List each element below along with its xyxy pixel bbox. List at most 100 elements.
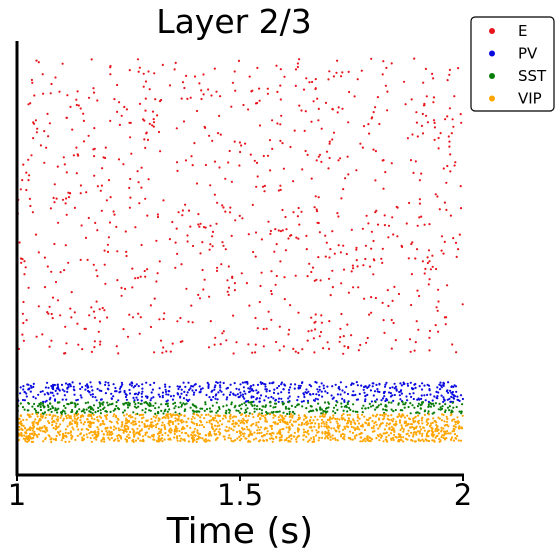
spike-point bbox=[161, 416, 164, 420]
spike-point bbox=[91, 393, 94, 396]
spike-point bbox=[93, 316, 96, 319]
spike-point bbox=[313, 399, 316, 402]
spike-point bbox=[435, 306, 438, 309]
spike-point bbox=[134, 403, 137, 406]
spike-point bbox=[408, 434, 411, 437]
spike-point bbox=[26, 428, 30, 431]
legend-label-e: E bbox=[518, 22, 527, 40]
spike-point bbox=[221, 417, 225, 420]
spike-point bbox=[92, 91, 96, 94]
spike-point bbox=[296, 215, 299, 218]
spike-point bbox=[23, 260, 26, 263]
spike-point bbox=[403, 416, 406, 419]
spike-point bbox=[376, 96, 379, 99]
spike-point bbox=[277, 189, 280, 192]
spike-point bbox=[461, 303, 464, 306]
spike-point bbox=[341, 437, 345, 440]
spike-point bbox=[127, 426, 130, 429]
spike-point bbox=[204, 401, 207, 404]
spike-point bbox=[131, 286, 134, 289]
spike-point bbox=[191, 164, 194, 167]
spike-point bbox=[65, 171, 68, 174]
spike-point bbox=[234, 415, 238, 418]
spike-point bbox=[354, 437, 357, 440]
spike-point bbox=[448, 73, 451, 76]
spike-point bbox=[264, 405, 267, 408]
spike-point bbox=[448, 145, 451, 148]
spike-point bbox=[246, 419, 249, 422]
spike-point bbox=[443, 420, 446, 423]
spike-point bbox=[337, 425, 340, 428]
spike-point bbox=[174, 266, 177, 269]
spike-point bbox=[270, 434, 273, 437]
spike-point bbox=[265, 438, 268, 442]
spike-point bbox=[360, 432, 363, 435]
spike-point bbox=[437, 391, 440, 394]
spike-point bbox=[207, 413, 210, 416]
spike-point bbox=[66, 386, 69, 390]
spike-point bbox=[323, 401, 327, 404]
spike-point bbox=[22, 339, 25, 342]
spike-point bbox=[387, 391, 391, 394]
spike-point bbox=[349, 438, 352, 441]
spike-point bbox=[211, 427, 215, 430]
spike-point bbox=[412, 433, 415, 436]
spike-point bbox=[406, 384, 410, 387]
spike-point bbox=[189, 406, 192, 409]
spike-point bbox=[187, 320, 190, 323]
spike-point bbox=[450, 438, 453, 441]
spike-point bbox=[219, 381, 222, 384]
spike-point bbox=[239, 150, 242, 154]
spike-point bbox=[79, 258, 82, 261]
spike-point bbox=[208, 295, 211, 298]
spike-point bbox=[440, 394, 443, 397]
spike-point bbox=[368, 402, 371, 405]
spike-point bbox=[121, 383, 124, 386]
spike-point bbox=[279, 184, 282, 187]
spike-point bbox=[425, 114, 428, 117]
spike-point bbox=[167, 422, 170, 425]
spike-point bbox=[446, 406, 450, 409]
spike-point bbox=[37, 428, 40, 431]
spike-point bbox=[146, 396, 149, 399]
spike-point bbox=[423, 413, 426, 416]
spike-point bbox=[51, 405, 54, 408]
spike-point bbox=[421, 438, 424, 441]
spike-point bbox=[338, 388, 341, 391]
spike-point bbox=[83, 411, 86, 414]
spike-point bbox=[418, 216, 421, 219]
spike-point bbox=[458, 410, 461, 413]
spike-point bbox=[364, 385, 367, 388]
spike-point bbox=[48, 122, 52, 125]
spike-point bbox=[449, 170, 452, 173]
spike-point bbox=[410, 303, 413, 307]
spike-point bbox=[317, 256, 320, 259]
spike-point bbox=[306, 275, 309, 278]
spike-point bbox=[376, 413, 379, 416]
spike-point bbox=[262, 405, 265, 408]
spike-point bbox=[240, 403, 243, 406]
spike-point bbox=[198, 391, 201, 394]
spike-point bbox=[327, 277, 331, 280]
spike-point bbox=[116, 110, 119, 113]
spike-point bbox=[364, 440, 367, 443]
spike-point bbox=[103, 249, 106, 252]
spike-point bbox=[155, 280, 158, 283]
spike-point bbox=[375, 383, 378, 386]
spike-point bbox=[359, 440, 362, 443]
spike-point bbox=[448, 140, 451, 143]
spike-point bbox=[80, 428, 83, 431]
spike-point bbox=[185, 287, 188, 290]
spike-point bbox=[342, 335, 345, 338]
spike-point bbox=[148, 122, 151, 125]
spike-point bbox=[28, 197, 31, 200]
spike-point bbox=[247, 434, 250, 437]
spike-point bbox=[71, 408, 74, 412]
spike-point bbox=[174, 241, 177, 244]
spike-point bbox=[413, 440, 416, 443]
spike-point bbox=[442, 252, 445, 255]
spike-point bbox=[410, 273, 413, 276]
spike-point bbox=[218, 424, 221, 427]
spike-point bbox=[163, 312, 166, 315]
spike-point bbox=[134, 384, 137, 388]
